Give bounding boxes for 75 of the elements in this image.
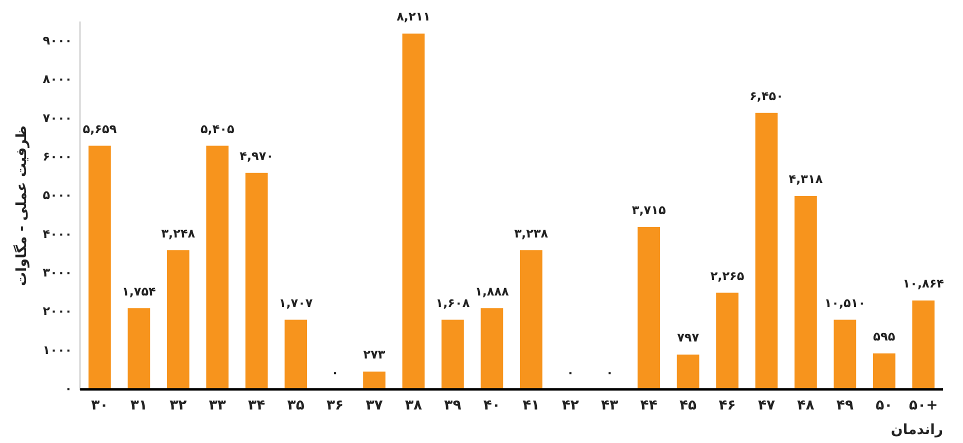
annotation: ۲,۲۶۵ xyxy=(710,268,744,283)
bar xyxy=(284,320,307,390)
y-tick-label: ۰ xyxy=(64,382,72,396)
y-tick-label: ۹۰۰۰ xyxy=(42,33,72,48)
bar xyxy=(245,172,268,390)
bar xyxy=(402,34,425,390)
annotation: ۳,۲۳۸ xyxy=(514,226,549,240)
bar xyxy=(128,308,150,390)
annotation: ۴,۳۱۸ xyxy=(788,172,824,186)
bar xyxy=(442,320,464,390)
bar xyxy=(206,146,229,390)
annotation: ۲۷۳ xyxy=(363,348,386,362)
x-tick-label: ۴۸ xyxy=(797,397,815,414)
x-tick-label: ۴۱ xyxy=(522,397,540,414)
bar xyxy=(480,308,504,390)
annotation: ۱,۷۵۴ xyxy=(122,284,156,298)
x-tick-label: ۵۰+ xyxy=(908,397,938,414)
annotation: ۳,۲۴۸ xyxy=(161,226,196,240)
y-tick-label: ۴۰۰۰ xyxy=(42,226,72,241)
annotation: ۰ xyxy=(566,366,574,380)
bar xyxy=(834,320,856,390)
bar xyxy=(363,372,386,390)
annotation: ۵,۶۵۹ xyxy=(82,122,118,136)
y-tick-label: ۸۰۰۰ xyxy=(42,72,72,86)
y-tick-label: ۵۰۰۰ xyxy=(42,188,72,202)
y-tick-label: ۶۰۰۰ xyxy=(42,149,72,164)
x-tick-label: ۳۶ xyxy=(326,397,344,414)
x-tick-label: ۳۳ xyxy=(208,397,226,414)
x-tick-label: ۴۶ xyxy=(718,397,736,414)
bar xyxy=(872,353,896,390)
bar xyxy=(166,250,190,390)
annotation: ۴,۹۷۰ xyxy=(240,148,274,163)
bar xyxy=(88,146,111,390)
x-axis-title: راندمان xyxy=(890,422,943,438)
x-tick-label: ۳۰ xyxy=(91,397,108,414)
bar xyxy=(755,112,778,390)
annotation: ۱,۷۰۷ xyxy=(278,296,314,310)
x-tick-label: ۴۹ xyxy=(836,397,854,414)
bar xyxy=(912,300,935,390)
x-tick-label: ۳۱ xyxy=(130,397,148,414)
y-tick-label: ۲۰۰۰ xyxy=(42,304,72,318)
y-tick-label: ۳۰۰۰ xyxy=(42,266,72,280)
bar xyxy=(676,354,700,390)
x-tick-label: ۳۵ xyxy=(287,397,305,414)
annotation: ۷۹۷ xyxy=(677,330,700,345)
annotation: ۱۰,۸۶۴ xyxy=(902,276,944,291)
bar xyxy=(520,250,542,390)
x-tick-label: ۴۷ xyxy=(758,397,776,414)
y-tick-label: ۷۰۰۰ xyxy=(42,110,72,125)
annotation: ۱,۸۸۸ xyxy=(475,284,510,298)
x-tick-label: ۵۰ xyxy=(876,397,893,414)
x-tick-label: ۴۲ xyxy=(562,397,580,414)
annotation: ۰ xyxy=(331,366,339,380)
x-tick-label: ۳۷ xyxy=(366,397,384,414)
bar xyxy=(716,292,738,390)
bar xyxy=(638,226,660,390)
y-tick-label: ۱۰۰۰ xyxy=(42,342,72,357)
annotation: ۵۹۵ xyxy=(873,330,896,344)
x-tick-label: ۳۲ xyxy=(170,397,188,414)
x-tick-label: ۳۹ xyxy=(444,397,462,414)
annotation: ۸,۲۱۱ xyxy=(396,10,430,24)
annotation: ۳,۷۱۵ xyxy=(632,203,666,218)
x-tick-label: ۳۴ xyxy=(248,397,266,414)
y-axis-title: ظرفیت عملی - مگاوات xyxy=(13,125,30,286)
x-tick-label: ۴۵ xyxy=(680,397,698,414)
x-tick-label: ۴۰ xyxy=(483,397,500,414)
bar xyxy=(794,196,817,390)
annotation: ۱,۶۰۸ xyxy=(436,296,470,310)
annotation: ۱۰,۵۱۰ xyxy=(824,296,866,310)
annotation: ۵,۴۰۵ xyxy=(200,122,234,136)
x-tick-label: ۴۳ xyxy=(601,397,619,414)
x-tick-label: ۳۸ xyxy=(404,397,422,414)
annotation: ۶,۴۵۰ xyxy=(750,89,784,104)
x-tick-label: ۴۴ xyxy=(640,397,658,414)
annotation: ۰ xyxy=(606,366,614,380)
